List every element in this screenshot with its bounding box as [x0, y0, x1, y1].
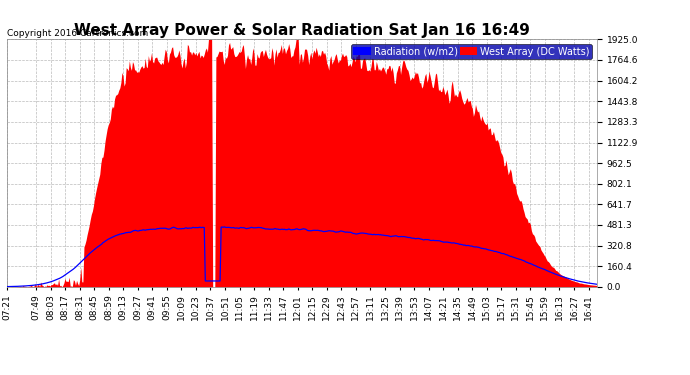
Legend: Radiation (w/m2), West Array (DC Watts): Radiation (w/m2), West Array (DC Watts): [351, 44, 592, 59]
Text: Copyright 2016 Cartronics.com: Copyright 2016 Cartronics.com: [7, 29, 148, 38]
Title: West Array Power & Solar Radiation Sat Jan 16 16:49: West Array Power & Solar Radiation Sat J…: [74, 23, 530, 38]
